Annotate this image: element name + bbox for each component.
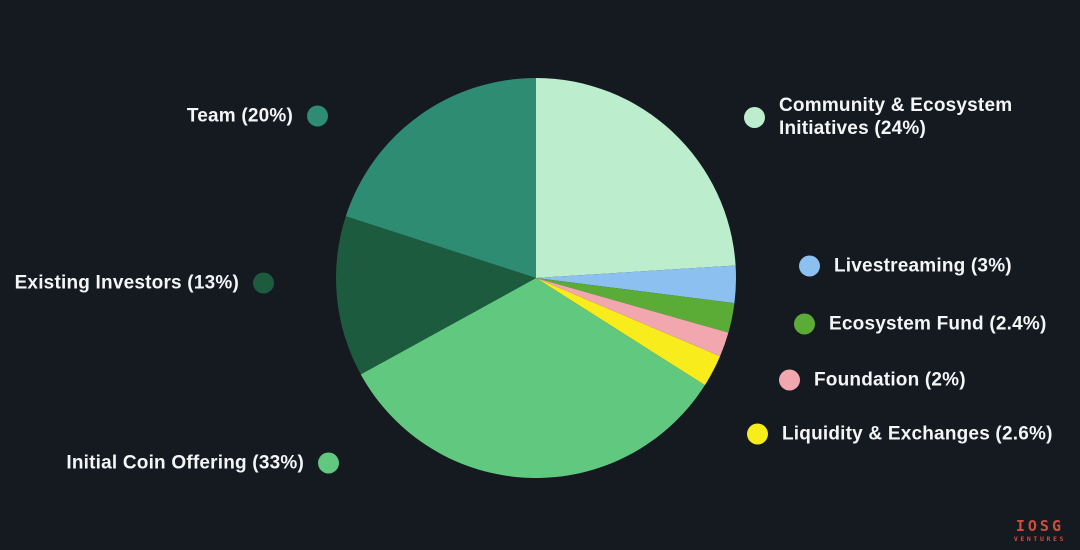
legend-label-initial-coin-offering: Initial Coin Offering (33%) bbox=[66, 452, 304, 474]
pie-slice-team bbox=[345, 78, 536, 278]
legend-item-liquidity-exchanges: Liquidity & Exchanges (2.6%) bbox=[747, 423, 1053, 446]
legend-label-foundation: Foundation (2%) bbox=[814, 369, 966, 391]
legend-item-initial-coin-offering: Initial Coin Offering (33%) bbox=[66, 452, 339, 475]
legend-dot-liquidity-exchanges-icon bbox=[747, 423, 768, 445]
watermark-line1: IOSG bbox=[1015, 516, 1064, 535]
legend-label-community-line1: Community & Ecosystem bbox=[779, 95, 1013, 116]
pie-slice-community-ecosystem-initiatives bbox=[536, 78, 736, 278]
legend-item-livestreaming: Livestreaming (3%) bbox=[799, 255, 1012, 278]
legend-dot-existing-investors-icon bbox=[253, 272, 274, 294]
legend-label-liquidity-exchanges: Liquidity & Exchanges (2.6%) bbox=[782, 423, 1053, 445]
pie-slice-initial-coin-offering bbox=[360, 278, 705, 479]
watermark-line2: VENTURES bbox=[1013, 534, 1066, 543]
legend-item-community-ecosystem: Community & Ecosystem Initiatives (24%) bbox=[744, 94, 1012, 140]
legend-dot-community-ecosystem-icon bbox=[744, 106, 765, 128]
legend-item-ecosystem-fund: Ecosystem Fund (2.4%) bbox=[794, 313, 1046, 336]
legend-dot-initial-coin-offering-icon bbox=[318, 452, 339, 474]
legend-dot-livestreaming-icon bbox=[799, 255, 820, 277]
legend-dot-ecosystem-fund-icon bbox=[794, 313, 815, 335]
pie-slice-livestreaming bbox=[536, 265, 737, 304]
legend-item-existing-investors: Existing Investors (13%) bbox=[15, 272, 274, 295]
legend-label-community-line2: Initiatives (24%) bbox=[779, 118, 927, 139]
legend-item-foundation: Foundation (2%) bbox=[779, 369, 966, 392]
pie-slice-existing-investors bbox=[336, 216, 536, 375]
pie-slice-ecosystem-fund bbox=[536, 278, 735, 333]
legend-label-livestreaming: Livestreaming (3%) bbox=[834, 255, 1012, 277]
legend-label-ecosystem-fund: Ecosystem Fund (2.4%) bbox=[829, 313, 1047, 335]
legend-label-existing-investors: Existing Investors (13%) bbox=[14, 272, 239, 294]
legend-dot-team-icon bbox=[307, 105, 328, 127]
legend-label-team: Team (20%) bbox=[186, 105, 293, 127]
pie-slice-foundation bbox=[536, 278, 729, 357]
pie-slice-liquidity-exchanges bbox=[536, 278, 721, 386]
watermark-logo: IOSG VENTURES bbox=[1013, 516, 1066, 543]
legend-dot-foundation-icon bbox=[779, 369, 800, 391]
legend-item-team: Team (20%) bbox=[187, 105, 328, 128]
legend-label-community-ecosystem: Community & Ecosystem Initiatives (24%) bbox=[779, 94, 1012, 140]
